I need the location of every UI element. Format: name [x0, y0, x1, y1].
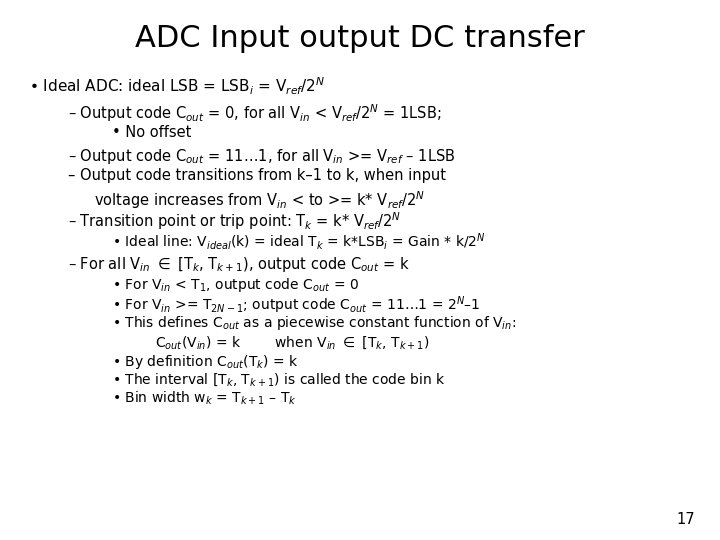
- Text: – Output code transitions from k–1 to k, when input: – Output code transitions from k–1 to k,…: [68, 168, 446, 184]
- Text: ADC Input output DC transfer: ADC Input output DC transfer: [135, 24, 585, 53]
- Text: – Transition point or trip point: T$_k$ = k* V$_{ref}$/2$^N$: – Transition point or trip point: T$_k$ …: [68, 211, 402, 232]
- Text: • The interval [T$_k$, T$_{k+1}$) is called the code bin k: • The interval [T$_k$, T$_{k+1}$) is cal…: [112, 371, 445, 388]
- Text: C$_{out}$(V$_{in}$) = k        when V$_{in}$ $\in$ [T$_k$, T$_{k+1}$): C$_{out}$(V$_{in}$) = k when V$_{in}$ $\…: [155, 334, 429, 350]
- Text: • No offset: • No offset: [112, 125, 191, 140]
- Text: • For V$_{in}$ < T$_1$, output code C$_{out}$ = 0: • For V$_{in}$ < T$_1$, output code C$_{…: [112, 276, 359, 294]
- Text: 17: 17: [676, 511, 695, 526]
- Text: • Bin width w$_k$ = T$_{k+1}$ – T$_k$: • Bin width w$_k$ = T$_{k+1}$ – T$_k$: [112, 390, 297, 407]
- Text: – For all V$_{in}$ $\in$ [T$_k$, T$_{k+1}$), output code C$_{out}$ = k: – For all V$_{in}$ $\in$ [T$_k$, T$_{k+1…: [68, 255, 410, 274]
- Text: • By definition C$_{out}$(T$_k$) = k: • By definition C$_{out}$(T$_k$) = k: [112, 353, 298, 370]
- Text: • For V$_{in}$ >= T$_{2N-1}$; output code C$_{out}$ = 11…1 = 2$^N$–1: • For V$_{in}$ >= T$_{2N-1}$; output cod…: [112, 294, 480, 316]
- Text: voltage increases from V$_{in}$ < to >= k* V$_{ref}$/2$^N$: voltage increases from V$_{in}$ < to >= …: [94, 189, 425, 211]
- Text: • Ideal ADC: ideal LSB = LSB$_i$ = V$_{ref}$/2$^N$: • Ideal ADC: ideal LSB = LSB$_i$ = V$_{r…: [29, 76, 325, 97]
- Text: – Output code C$_{out}$ = 11…1, for all V$_{in}$ >= V$_{ref}$ – 1LSB: – Output code C$_{out}$ = 11…1, for all …: [68, 147, 456, 166]
- Text: – Output code C$_{out}$ = 0, for all V$_{in}$ < V$_{ref}$/2$^N$ = 1LSB;: – Output code C$_{out}$ = 0, for all V$_…: [68, 103, 442, 124]
- Text: • This defines C$_{out}$ as a piecewise constant function of V$_{in}$:: • This defines C$_{out}$ as a piecewise …: [112, 314, 516, 332]
- Text: • Ideal line: V$_{ideal}$(k) = ideal T$_k$ = k*LSB$_i$ = Gain * k/2$^N$: • Ideal line: V$_{ideal}$(k) = ideal T$_…: [112, 231, 485, 252]
